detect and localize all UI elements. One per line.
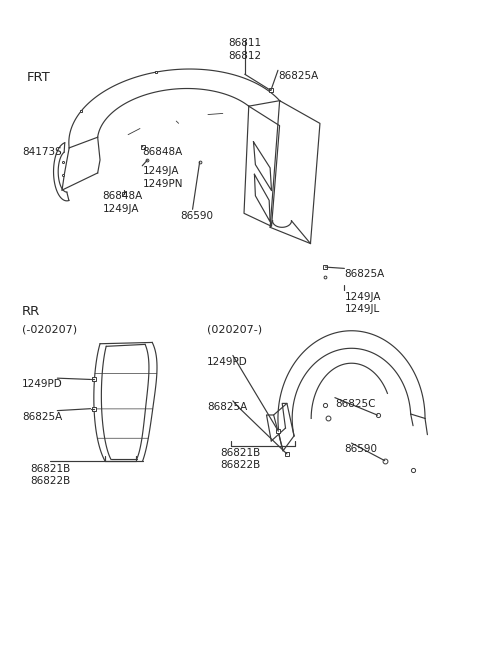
- Text: 1249PD: 1249PD: [207, 357, 248, 367]
- Text: 86848A: 86848A: [143, 147, 183, 157]
- Text: 84173S: 84173S: [22, 147, 61, 157]
- Text: 86811
86812: 86811 86812: [228, 39, 261, 61]
- Text: 86590: 86590: [180, 211, 214, 221]
- Text: FRT: FRT: [26, 71, 50, 84]
- Text: (-020207): (-020207): [22, 324, 77, 334]
- Text: 86825A: 86825A: [207, 402, 247, 412]
- Text: 86825A: 86825A: [344, 269, 384, 279]
- Text: 86821B
86822B: 86821B 86822B: [220, 447, 260, 470]
- Text: 1249JA
1249PN: 1249JA 1249PN: [143, 166, 183, 189]
- Text: 86825C: 86825C: [335, 399, 375, 409]
- Text: 86848A
1249JA: 86848A 1249JA: [102, 191, 143, 214]
- Text: 86825A: 86825A: [22, 412, 62, 422]
- Text: 86590: 86590: [344, 444, 377, 455]
- Text: (020207-): (020207-): [207, 324, 262, 334]
- Text: 1249PD: 1249PD: [22, 379, 62, 390]
- Text: 1249JA
1249JL: 1249JA 1249JL: [344, 291, 381, 314]
- Text: 86821B
86822B: 86821B 86822B: [30, 464, 71, 486]
- Text: RR: RR: [22, 305, 40, 318]
- Text: 86825A: 86825A: [278, 71, 318, 81]
